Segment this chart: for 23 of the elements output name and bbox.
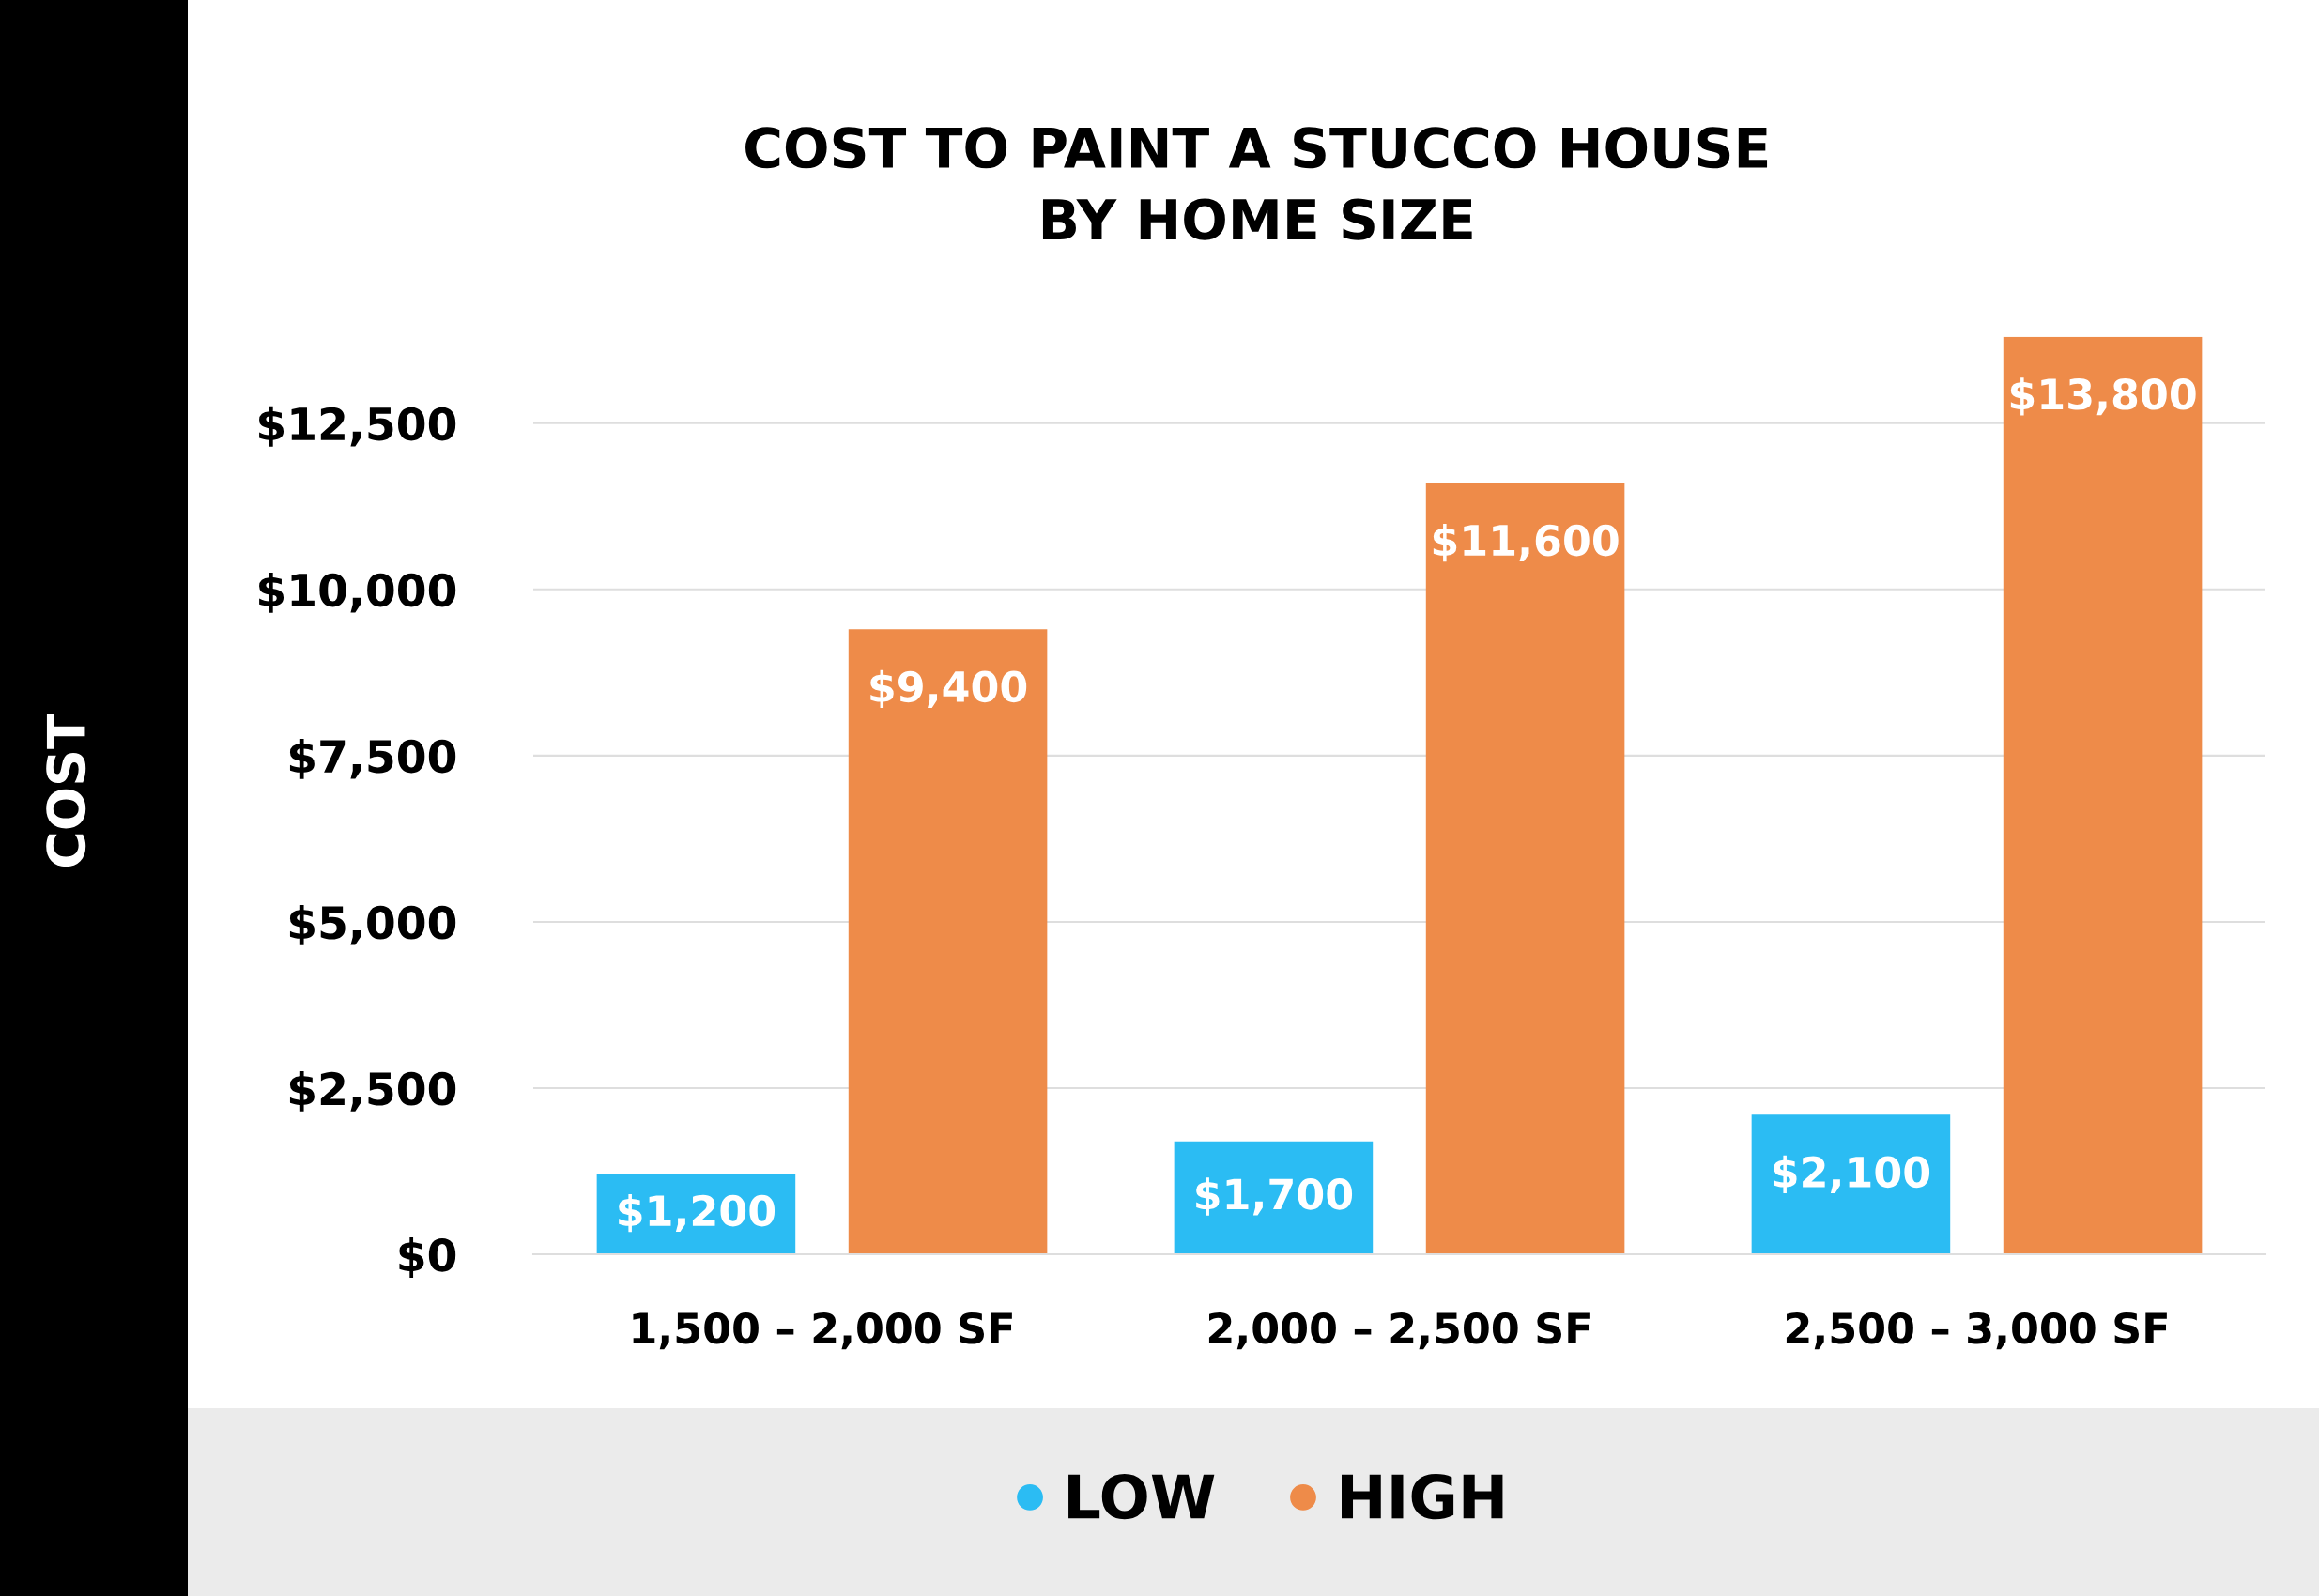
data-label: $9,400: [870, 669, 1027, 709]
y-tick-label: $2,500: [289, 1071, 456, 1112]
bar: [1751, 1114, 1951, 1255]
x-tick-label: 1,500 – 2,000 SF: [633, 1312, 1012, 1350]
data-label: $11,600: [1433, 524, 1619, 562]
x-tick-label: 2,000 – 2,500 SF: [1208, 1312, 1590, 1350]
legend-label: LOW: [1068, 1473, 1215, 1520]
y-tick-label: $12,500: [259, 406, 456, 447]
bar: [1425, 483, 1625, 1255]
bar: [2003, 336, 2203, 1255]
data-label: $1,200: [619, 1194, 776, 1233]
data-label: $13,800: [2010, 377, 2196, 416]
legend-label: HIGH: [1342, 1473, 1503, 1520]
chart-title: COST TO PAINT A STUCCO HOUSE BY HOME SIZE: [745, 127, 1768, 240]
y-tick-label: $7,500: [289, 738, 456, 779]
y-axis-title: COST: [46, 714, 86, 867]
data-label: $1,700: [1196, 1177, 1353, 1216]
y-tick-label: $0: [399, 1237, 456, 1278]
y-tick-label: $5,000: [289, 904, 456, 945]
data-label: $2,100: [1774, 1155, 1930, 1194]
x-tick-label: 2,500 – 3,000 SF: [1786, 1312, 2167, 1350]
y-tick-label: $10,000: [259, 572, 456, 613]
bar: [848, 629, 1048, 1255]
